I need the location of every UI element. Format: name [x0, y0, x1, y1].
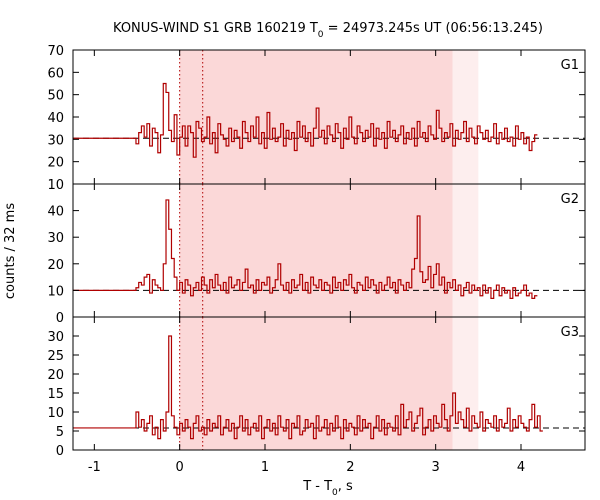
y-tick-label: 50 — [47, 89, 64, 104]
y-tick-label: 60 — [47, 66, 64, 81]
y-tick-label: 30 — [47, 330, 64, 345]
y-tick-label: 25 — [47, 349, 64, 364]
x-tick-label: 1 — [261, 460, 269, 475]
panel-g2: 0 10 20 30 40 G2 — [47, 183, 586, 326]
x-tick-label: 0 — [176, 460, 184, 475]
y-tick-label: 30 — [47, 133, 64, 148]
panel-label: G3 — [561, 325, 579, 340]
interval-extended-shade — [452, 50, 479, 184]
panel-g1: 10 20 30 40 50 60 70 G1 — [47, 44, 586, 193]
y-tick-label: 10 — [47, 284, 64, 299]
interval-extended-shade — [452, 317, 479, 450]
histogram-series — [73, 335, 543, 440]
x-tick-label: 4 — [517, 460, 525, 475]
histogram-series — [73, 82, 538, 158]
y-tick-label: 30 — [47, 231, 64, 246]
y-tick-label: 40 — [47, 205, 64, 220]
y-tick-label: 40 — [47, 111, 64, 126]
interval-main-shade — [179, 184, 453, 317]
y-tick-label: 10 — [47, 406, 64, 421]
y-tick-label: 20 — [47, 368, 64, 383]
y-tick-label: 15 — [47, 387, 64, 402]
panel-g3: 0 5 10 15 20 25 30 G3 -1 0 1 2 3 4 — [47, 316, 586, 475]
interval-extended-shade — [452, 184, 479, 317]
panel-label: G2 — [561, 192, 579, 207]
x-axis-label: T - T0, s — [302, 479, 353, 498]
y-axis-label: counts / 32 ms — [3, 203, 18, 299]
x-tick-label: 3 — [432, 460, 440, 475]
histogram-series — [73, 199, 538, 299]
x-tick-label: -1 — [88, 460, 101, 475]
y-tick-label: 70 — [47, 44, 64, 59]
x-tick-label: 2 — [346, 460, 354, 475]
y-tick-label: 0 — [56, 444, 64, 459]
panel-label: G1 — [561, 58, 579, 73]
y-tick-label: 0 — [56, 311, 64, 326]
panel-frame — [72, 316, 586, 451]
y-tick-label: 20 — [47, 258, 64, 273]
y-tick-label: 20 — [47, 156, 64, 171]
chart-title: KONUS-WIND S1 GRB 160219 T0 = 24973.245s… — [113, 21, 543, 40]
y-tick-label: 10 — [47, 178, 64, 193]
y-tick-label: 5 — [56, 425, 64, 440]
